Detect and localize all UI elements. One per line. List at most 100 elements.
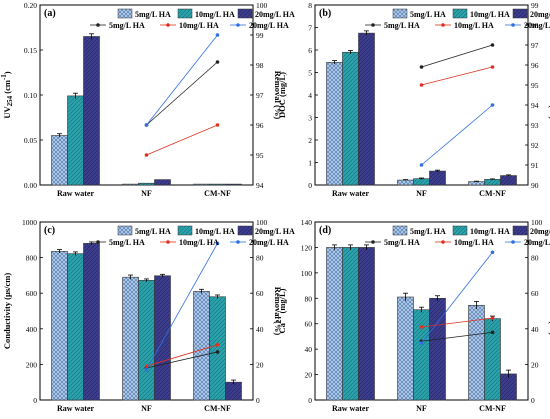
bar (358, 32, 375, 186)
right-y-tick-label: 60 (256, 289, 264, 298)
removal-line (146, 61, 218, 126)
y-tick-label: 0.05 (24, 136, 37, 145)
bar (154, 275, 171, 401)
legend-label: 20mg/L HA (255, 10, 295, 19)
y-tick-label: 0 (33, 396, 37, 405)
legend-label: 5mg/L HA (109, 238, 145, 247)
right-y-tick-label: 0 (531, 396, 535, 405)
y-tick-label: 0 (308, 396, 312, 405)
legend-swatch (237, 225, 253, 236)
y-tick-label: 0.10 (24, 91, 37, 100)
legend-label: 20mg/L HA (255, 227, 295, 236)
bar (138, 182, 155, 186)
legend-marker (166, 240, 170, 244)
bar (225, 183, 242, 186)
y-tick-label: 7 (308, 24, 312, 33)
bar (67, 253, 84, 401)
right-y-tick-label: 94 (256, 181, 264, 190)
removal-point (490, 43, 495, 47)
right-axis-label: Removal (%) (273, 287, 283, 336)
bar (358, 247, 375, 401)
bar (51, 251, 68, 401)
bar (397, 296, 414, 401)
chart-panel-1: 0 1 2 3 4 5 6 7 8 90 91 92 93 94 95 96 97 98 99 DOC (mg/L) R… (277, 1, 550, 198)
legend-label: 20mg/L HA (530, 227, 550, 236)
right-y-tick-label: 97 (256, 91, 264, 100)
bar (122, 183, 139, 186)
removal-point (419, 341, 424, 345)
legend-label: 5mg/L HA (135, 10, 171, 19)
bar (500, 373, 517, 401)
y-tick-label: 0.20 (24, 1, 37, 10)
removal-line (146, 351, 218, 369)
bar (326, 247, 343, 401)
removal-point (490, 103, 495, 107)
bar (51, 135, 68, 186)
y-tick-label: 5 (308, 69, 312, 78)
y-tick-label: 0.15 (24, 46, 37, 55)
removal-point (215, 123, 220, 127)
y-axis-label: Conductivity (μs/cm) (2, 273, 12, 350)
chart-panel-0: 0.00 0.05 0.10 0.15 0.20 94 95 96 97 98 99 100 UV254… (0, 1, 295, 198)
x-tick-label: CM-NF (479, 404, 506, 413)
right-y-tick-label: 95 (256, 151, 264, 160)
right-y-tick-label: 40 (531, 325, 539, 334)
legend-label: 5mg/L HA (109, 21, 145, 30)
legend-label: 10mg/L HA (179, 21, 219, 30)
right-y-tick-label: 97 (531, 41, 539, 50)
bar (484, 179, 501, 186)
legend-marker (511, 240, 515, 244)
legend-swatch (392, 225, 408, 236)
removal-point (490, 316, 495, 320)
right-y-tick-label: 40 (256, 325, 264, 334)
right-y-tick-label: 98 (256, 61, 264, 70)
y-tick-label: 140 (301, 218, 313, 227)
legend-label: 5mg/L HA (384, 21, 420, 30)
removal-line (146, 243, 218, 370)
y-axis-label: DOC (mg/L) (277, 72, 287, 118)
legend-swatch (392, 8, 408, 19)
removal-point (215, 343, 220, 347)
right-y-tick-label: 80 (531, 254, 539, 263)
y-tick-label: 2 (308, 136, 312, 145)
legend-label: 20mg/L HA (524, 21, 550, 30)
legend-swatch (452, 8, 468, 19)
legend-swatch (512, 225, 528, 236)
y-tick-label: 4 (308, 91, 312, 100)
removal-point (215, 241, 220, 246)
removal-point (215, 350, 220, 354)
removal-line (146, 34, 218, 126)
x-tick-label: CM-NF (204, 189, 231, 198)
bar (225, 381, 242, 401)
bar (342, 247, 359, 401)
x-tick-label: CM-NF (204, 404, 231, 413)
panel-label: (d) (319, 225, 331, 236)
legend-label: 20mg/L HA (530, 10, 550, 19)
x-tick-label: Raw water (57, 189, 95, 198)
legend-label: 10mg/L HA (195, 10, 235, 19)
removal-line (421, 252, 493, 344)
legend-marker (236, 23, 240, 27)
removal-point (215, 33, 220, 37)
right-y-tick-label: 95 (531, 81, 539, 90)
bar (154, 179, 171, 186)
right-y-tick-label: 100 (256, 1, 268, 10)
legend-label: 5mg/L HA (135, 227, 171, 236)
panel-label: (b) (319, 8, 331, 19)
y-tick-label: 120 (301, 243, 313, 252)
removal-point (419, 325, 424, 329)
removal-point (419, 65, 424, 69)
right-y-tick-label: 80 (256, 254, 264, 263)
y-tick-label: 3 (308, 114, 312, 123)
legend-label: 5mg/L HA (410, 10, 446, 19)
legend-swatch (512, 8, 528, 19)
legend-label: 10mg/L HA (470, 10, 510, 19)
right-axis-label: Removal (%) (548, 287, 550, 336)
right-y-tick-label: 100 (531, 218, 543, 227)
bar (193, 183, 210, 186)
x-tick-label: NF (141, 404, 152, 413)
removal-point (144, 367, 149, 372)
bar (429, 170, 446, 186)
right-y-tick-label: 0 (256, 396, 260, 405)
x-tick-label: NF (416, 404, 427, 413)
